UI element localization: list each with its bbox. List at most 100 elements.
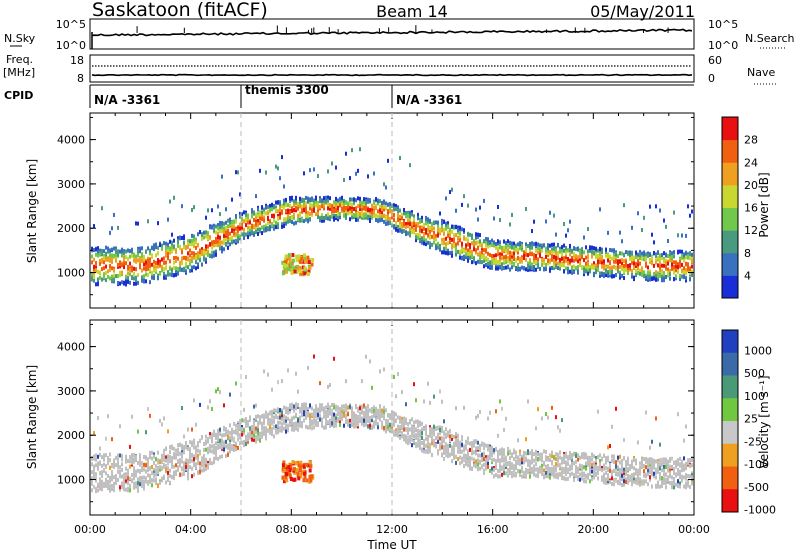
power-cell	[195, 240, 197, 245]
power-cell	[389, 202, 391, 207]
power-cell	[367, 174, 369, 179]
power-cell	[637, 266, 639, 271]
velocity-cell	[199, 438, 201, 443]
power-cell	[283, 198, 285, 203]
power-cell	[685, 262, 687, 267]
power-cell	[279, 176, 281, 181]
velocity-cell	[127, 468, 129, 473]
power-cell	[351, 209, 353, 214]
power-cell	[227, 218, 229, 223]
velocity-cell	[295, 421, 297, 426]
power-cell	[441, 250, 443, 255]
power-cell	[399, 220, 401, 225]
power-cell	[123, 280, 125, 285]
velocity-cell	[277, 409, 279, 414]
velocity-cell	[203, 447, 205, 452]
velocity-cell	[131, 453, 133, 458]
velocity-cell	[103, 453, 105, 458]
y-tick-label: 3000	[57, 178, 85, 191]
power-cell	[627, 270, 629, 275]
velocity-cell	[153, 454, 155, 459]
power-cell	[531, 252, 533, 257]
cpid-segment-label: N/A -3361	[396, 93, 462, 107]
velocity-cell	[205, 463, 207, 468]
power-cell	[415, 238, 417, 243]
power-cell	[517, 242, 519, 247]
power-cell	[241, 232, 243, 237]
velocity-cell	[171, 461, 173, 466]
power-cell	[383, 213, 385, 218]
velocity-cell	[151, 450, 153, 455]
power-cell	[527, 264, 529, 269]
velocity-cell	[429, 445, 431, 450]
power-cell	[567, 228, 569, 233]
velocity-cell	[363, 418, 365, 423]
power-cell	[171, 273, 173, 278]
power-cell	[419, 219, 421, 224]
velocity-cell	[413, 382, 415, 387]
power-cell	[673, 277, 675, 282]
velocity-cell	[387, 425, 389, 430]
velocity-cell	[113, 481, 115, 486]
velocity-cell	[413, 429, 415, 434]
power-cell	[233, 239, 235, 244]
velocity-cell	[177, 467, 179, 472]
power-cell	[275, 225, 277, 230]
power-cell	[207, 208, 209, 213]
power-cell	[263, 224, 265, 229]
velocity-cell	[121, 462, 123, 467]
power-cell	[599, 271, 601, 276]
power-cell	[187, 257, 189, 262]
velocity-cell	[163, 448, 165, 453]
power-cell	[449, 251, 451, 256]
power-cell	[349, 210, 351, 215]
power-cell	[463, 228, 465, 233]
velocity-cell	[425, 443, 427, 448]
power-cell	[157, 245, 159, 250]
velocity-cell	[321, 421, 323, 426]
power-cell	[631, 269, 633, 274]
power-cell	[625, 262, 627, 267]
power-cell	[553, 254, 555, 259]
velocity-cell	[467, 455, 469, 460]
power-cell	[311, 208, 313, 213]
power-cell	[547, 245, 549, 250]
power-cell	[333, 203, 335, 208]
power-cell	[471, 260, 473, 265]
velocity-cell	[301, 408, 303, 413]
power-cell	[621, 258, 623, 263]
power-cell	[345, 209, 347, 214]
velocity-cell	[207, 462, 209, 467]
power-cell	[509, 257, 511, 262]
power-cell	[409, 214, 411, 219]
power-cell	[417, 216, 419, 221]
power-cell	[323, 218, 325, 223]
velocity-cell	[347, 405, 349, 410]
velocity-cell	[445, 432, 447, 437]
power-cell	[647, 251, 649, 256]
power-cell	[661, 270, 663, 275]
power-cell	[621, 239, 623, 244]
power-cell	[533, 256, 535, 261]
power-cell	[284, 254, 288, 259]
velocity-cell	[341, 415, 343, 420]
velocity-cell	[199, 449, 201, 454]
velocity-cell	[137, 468, 139, 473]
velocity-cell	[491, 466, 493, 471]
power-cell	[127, 248, 129, 253]
power-cell	[157, 251, 159, 256]
velocity-cell	[161, 456, 163, 461]
power-cell	[135, 267, 137, 272]
power-cell	[239, 192, 241, 197]
power-cell	[381, 200, 383, 205]
velocity-cell	[479, 466, 481, 471]
velocity-cell	[201, 459, 203, 464]
power-cell	[427, 227, 429, 232]
power-cell	[291, 215, 293, 220]
velocity-cell	[329, 382, 331, 387]
power-cell	[541, 248, 543, 253]
power-cell	[263, 228, 265, 233]
power-cell	[247, 225, 249, 230]
velocity-cell	[409, 439, 411, 444]
power-cell	[205, 246, 207, 251]
